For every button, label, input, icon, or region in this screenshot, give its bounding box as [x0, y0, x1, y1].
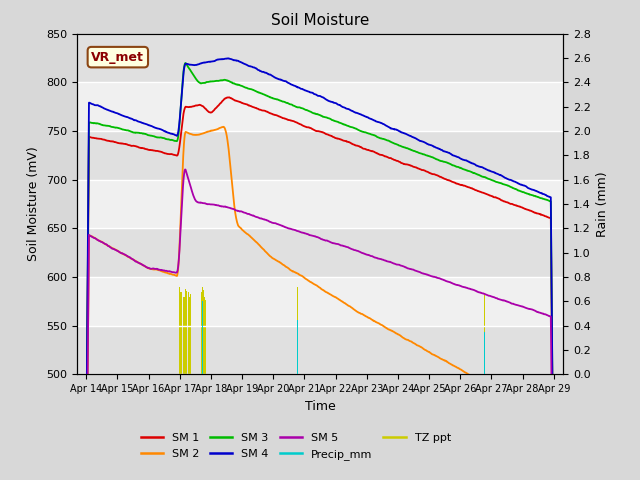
Title: Soil Moisture: Soil Moisture: [271, 13, 369, 28]
Bar: [77, 131, 563, 180]
Bar: [77, 326, 563, 374]
Text: VR_met: VR_met: [92, 51, 144, 64]
Bar: [77, 34, 563, 82]
Y-axis label: Soil Moisture (mV): Soil Moisture (mV): [28, 146, 40, 262]
X-axis label: Time: Time: [305, 400, 335, 413]
Bar: [77, 228, 563, 277]
Y-axis label: Rain (mm): Rain (mm): [596, 171, 609, 237]
Legend: SM 1, SM 2, SM 3, SM 4, SM 5, Precip_mm, TZ ppt: SM 1, SM 2, SM 3, SM 4, SM 5, Precip_mm,…: [136, 429, 455, 464]
